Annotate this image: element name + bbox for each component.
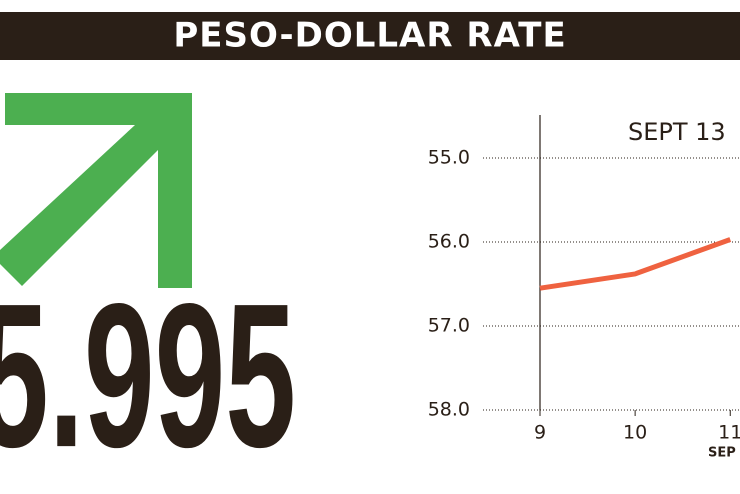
data-line [539,237,732,291]
up-arrow [0,93,192,288]
y-tick-label: 57.0 [428,315,470,337]
annotation: SEPT 13 [628,118,726,146]
header-bar [0,12,740,60]
x-tick-label: 10 [623,422,647,444]
chart-title: PESO-DOLLAR RATE [173,16,566,56]
y-tick-label: 55.0 [428,147,470,169]
x-axis-label: SEP [708,446,736,461]
x-tick-label: 11 [718,422,740,444]
y-tick-label: 56.0 [428,231,470,253]
headline-value: 5.995 [0,261,296,490]
x-tick-label: 9 [534,422,546,444]
y-tick-label: 58.0 [428,399,470,421]
